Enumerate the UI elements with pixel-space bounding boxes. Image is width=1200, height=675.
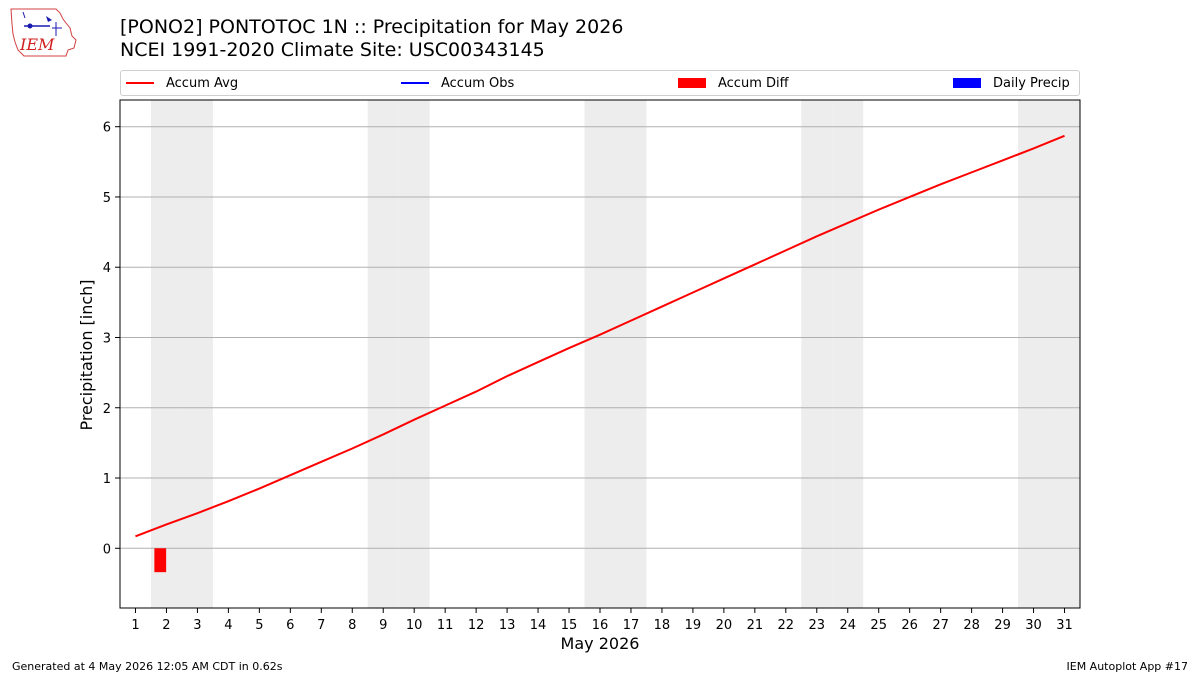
weekend-band bbox=[398, 100, 430, 608]
x-tick-label: 1 bbox=[131, 618, 139, 633]
x-tick-label: 4 bbox=[224, 618, 232, 633]
weekend-band bbox=[1049, 100, 1080, 608]
x-tick-label: 24 bbox=[839, 618, 856, 633]
legend-swatch-accum-diff bbox=[678, 78, 706, 88]
x-tick-label: 28 bbox=[963, 618, 980, 633]
footer-app-text: IEM Autoplot App #17 bbox=[1066, 660, 1189, 673]
x-tick-label: 5 bbox=[255, 618, 263, 633]
y-axis-label: Precipitation [inch] bbox=[77, 279, 96, 430]
logo-text: IEM bbox=[19, 35, 55, 54]
x-tick-label: 21 bbox=[747, 618, 764, 633]
x-tick-label: 23 bbox=[809, 618, 826, 633]
y-tick-label: 2 bbox=[103, 402, 111, 417]
legend-label-daily-precip: Daily Precip bbox=[993, 75, 1070, 91]
x-tick-label: 20 bbox=[716, 618, 733, 633]
weekend-band bbox=[801, 100, 833, 608]
y-tick-label: 5 bbox=[103, 191, 111, 206]
y-axis: 0 1 2 3 4 5 6 bbox=[103, 121, 120, 557]
weekend-band bbox=[615, 100, 647, 608]
x-tick-label: 17 bbox=[623, 618, 640, 633]
y-tick-label: 6 bbox=[103, 121, 111, 136]
x-tick-label: 25 bbox=[870, 618, 887, 633]
iem-logo-icon: IEM bbox=[10, 8, 77, 57]
weekend-shading bbox=[150, 100, 1080, 608]
plot-frame bbox=[119, 99, 1081, 609]
weekend-band bbox=[367, 100, 399, 608]
x-tick-label: 19 bbox=[685, 618, 702, 633]
x-tick-label: 13 bbox=[499, 618, 516, 633]
weekend-band bbox=[181, 100, 213, 608]
x-tick-label: 8 bbox=[348, 618, 356, 633]
legend-swatch-daily-precip bbox=[953, 78, 981, 88]
legend-label-accum-obs: Accum Obs bbox=[441, 75, 515, 91]
gridlines bbox=[120, 126, 1080, 549]
x-axis: 1 2 3 4 5 6 7 8 9 10 11 12 13 14 15 16 17 18 19 20 21 22 23 24 2… bbox=[131, 608, 1073, 633]
y-tick-label: 1 bbox=[103, 472, 111, 487]
legend-label-accum-diff: Accum Diff bbox=[718, 75, 789, 91]
x-axis-label: May 2026 bbox=[561, 634, 640, 653]
legend-item-daily-precip: Daily Precip bbox=[953, 71, 1070, 95]
x-tick-label: 12 bbox=[468, 618, 485, 633]
x-tick-label: 30 bbox=[1025, 618, 1042, 633]
legend-item-accum-diff: Accum Diff bbox=[678, 71, 789, 95]
x-tick-label: 16 bbox=[592, 618, 609, 633]
x-tick-label: 22 bbox=[778, 618, 795, 633]
x-tick-label: 10 bbox=[406, 618, 423, 633]
weekend-band bbox=[584, 100, 616, 608]
legend-label-accum-avg: Accum Avg bbox=[166, 75, 239, 91]
footer-generated-text: Generated at 4 May 2026 12:05 AM CDT in … bbox=[12, 660, 283, 673]
legend-item-accum-avg: Accum Avg bbox=[126, 71, 238, 95]
x-tick-label: 14 bbox=[530, 618, 547, 633]
x-tick-label: 3 bbox=[193, 618, 201, 633]
weekend-band bbox=[1018, 100, 1050, 608]
chart-subtitle: NCEI 1991-2020 Climate Site: USC00343145 bbox=[120, 39, 545, 61]
y-tick-label: 3 bbox=[103, 331, 111, 346]
x-tick-label: 2 bbox=[162, 618, 170, 633]
y-tick-label: 0 bbox=[103, 542, 111, 557]
x-tick-label: 26 bbox=[901, 618, 918, 633]
weekend-band bbox=[150, 100, 182, 608]
x-tick-label: 15 bbox=[561, 618, 578, 633]
chart-legend: Accum Avg Accum Obs Accum Diff Daily Pre… bbox=[120, 70, 1080, 96]
series-lines bbox=[135, 134, 1065, 538]
accum-diff-bars bbox=[154, 548, 167, 573]
x-tick-label: 31 bbox=[1056, 618, 1073, 633]
x-tick-label: 29 bbox=[994, 618, 1011, 633]
accum-avg-line bbox=[135, 134, 1065, 538]
chart-title: [PONO2] PONTOTOC 1N :: Precipitation for… bbox=[120, 16, 624, 38]
x-tick-label: 7 bbox=[317, 618, 325, 633]
legend-swatch-accum-avg bbox=[126, 82, 154, 84]
y-tick-label: 4 bbox=[103, 261, 111, 276]
legend-swatch-accum-obs bbox=[401, 82, 429, 84]
x-tick-label: 11 bbox=[437, 618, 454, 633]
x-tick-label: 18 bbox=[654, 618, 671, 633]
x-tick-label: 6 bbox=[286, 618, 294, 633]
legend-item-accum-obs: Accum Obs bbox=[401, 71, 514, 95]
accum-diff-bar bbox=[154, 548, 167, 573]
x-tick-label: 27 bbox=[932, 618, 949, 633]
x-tick-label: 9 bbox=[379, 618, 387, 633]
weekend-band bbox=[832, 100, 864, 608]
